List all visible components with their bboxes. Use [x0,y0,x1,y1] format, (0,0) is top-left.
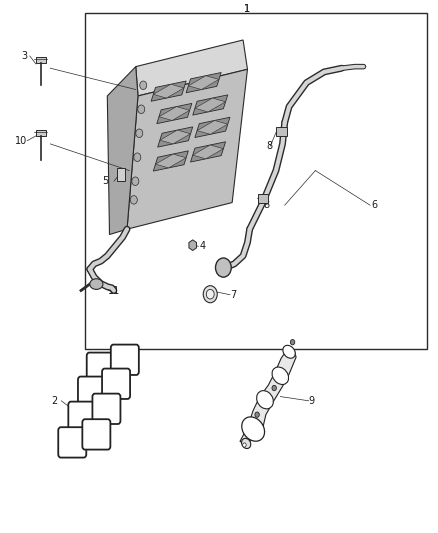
Bar [36,57,46,63]
Polygon shape [157,103,192,124]
Polygon shape [195,98,226,112]
Polygon shape [195,117,230,138]
Polygon shape [193,145,223,159]
Ellipse shape [272,367,289,384]
FancyBboxPatch shape [87,353,115,383]
Polygon shape [160,130,191,144]
Polygon shape [186,72,221,93]
Circle shape [131,196,137,204]
Circle shape [138,105,145,114]
Polygon shape [136,40,247,96]
Ellipse shape [257,391,273,409]
Circle shape [132,177,139,185]
Polygon shape [159,107,190,120]
Text: 1: 1 [244,4,251,14]
FancyBboxPatch shape [111,345,139,375]
Text: 1: 1 [244,4,251,14]
Polygon shape [155,154,186,168]
Bar [85,13,427,349]
FancyBboxPatch shape [92,393,120,424]
Circle shape [136,129,143,138]
Circle shape [206,289,214,299]
Ellipse shape [241,438,251,449]
Polygon shape [107,67,138,235]
Polygon shape [191,142,226,162]
FancyBboxPatch shape [78,376,106,407]
Polygon shape [158,127,193,147]
Circle shape [272,385,276,391]
FancyBboxPatch shape [102,369,130,399]
Text: 8: 8 [263,200,269,209]
Circle shape [203,286,217,303]
Bar [276,127,287,136]
Polygon shape [240,351,296,445]
Bar [117,168,125,181]
Text: 7: 7 [230,290,236,300]
Polygon shape [193,95,228,115]
Text: 3: 3 [21,51,27,61]
Ellipse shape [90,279,103,289]
Polygon shape [153,151,188,171]
Bar [258,194,268,203]
FancyBboxPatch shape [68,402,96,432]
FancyBboxPatch shape [82,419,110,450]
Text: 8: 8 [266,141,272,151]
Text: 5: 5 [102,176,108,186]
Text: 9: 9 [309,396,315,406]
Text: 2: 2 [52,396,58,406]
Circle shape [255,412,259,417]
Polygon shape [188,76,219,90]
Ellipse shape [242,417,265,441]
Text: 6: 6 [371,200,378,210]
Circle shape [215,258,231,277]
Circle shape [243,443,246,447]
Circle shape [134,153,141,161]
Text: 10: 10 [15,136,27,146]
FancyBboxPatch shape [58,427,86,457]
Circle shape [290,340,295,345]
Text: 4: 4 [199,241,205,251]
Circle shape [140,81,147,90]
Text: 11: 11 [108,286,120,296]
Polygon shape [127,69,247,229]
Polygon shape [151,81,186,101]
Bar [36,130,46,136]
Ellipse shape [283,345,295,358]
Polygon shape [153,84,184,98]
Polygon shape [197,120,228,134]
